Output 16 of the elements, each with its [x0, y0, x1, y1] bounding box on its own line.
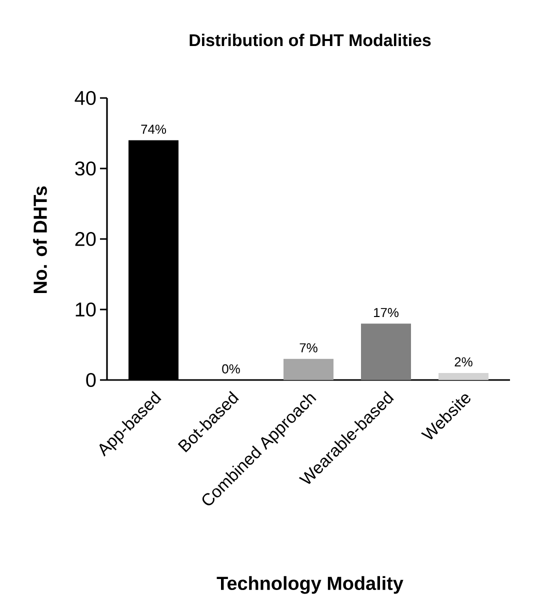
annotation: 2%: [454, 357, 472, 366]
y-axis-title: No. of DHTs: [33, 186, 47, 294]
y-tick-label: 0: [86, 372, 96, 388]
bar: [283, 358, 334, 380]
bar: [438, 372, 488, 380]
chart-title: Distribution of DHT Modalities: [190, 34, 431, 46]
annotation: 74%: [141, 124, 166, 134]
annotation: 17%: [374, 308, 398, 318]
bar: [360, 324, 411, 380]
y-tick-label: 40: [74, 90, 96, 106]
y-tick-label: 30: [75, 161, 96, 176]
x-axis-title: Technology Modality: [216, 576, 404, 594]
annotation: 0%: [222, 364, 240, 374]
y-tick-label: 20: [75, 232, 96, 246]
annotation: 7%: [300, 343, 318, 352]
y-tick-label: 10: [76, 302, 96, 317]
